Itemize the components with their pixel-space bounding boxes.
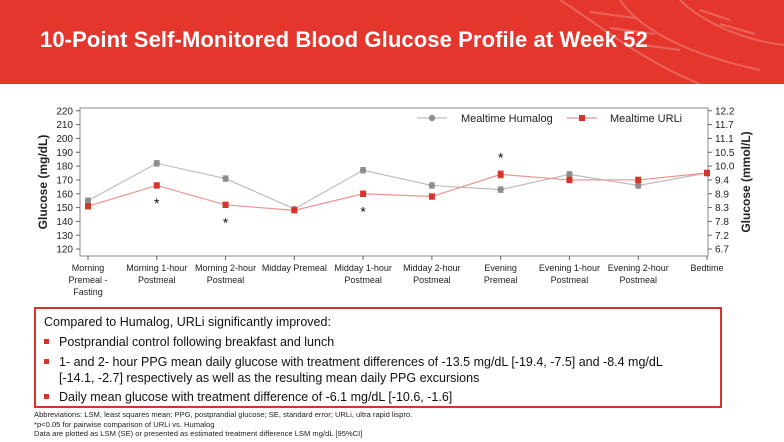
data-point-urli — [85, 203, 91, 210]
x-tick-label: Postmeal — [207, 275, 245, 285]
y2-tick-label: 7.8 — [715, 217, 729, 228]
series-line-urli — [87, 172, 708, 211]
legend-marker-humalog — [428, 114, 436, 122]
data-point-urli — [704, 170, 710, 177]
footnote-abbreviations: Abbreviations: LSM, least squares mean; … — [34, 410, 413, 419]
y-tick-label: 170 — [56, 175, 73, 186]
series-line-humalog — [87, 162, 708, 210]
data-point-urli — [497, 171, 504, 178]
y-tick-label: 220 — [56, 106, 73, 117]
y2-tick-label: 10.5 — [715, 148, 735, 159]
y-tick-label: 200 — [56, 134, 73, 145]
bullet-square-icon — [44, 359, 49, 365]
y2-tick-label: 8.3 — [715, 203, 729, 214]
plot-frame — [79, 107, 709, 257]
glucose-profile-chart: 120 130 140 150 160 170 180 190 200 210 220 6.7 7.2 7… — [36, 106, 753, 297]
x-tick-label: Evening 2-hour — [608, 263, 669, 273]
dna-helix-decoration — [559, 0, 784, 84]
x-tick-label: Postmeal — [413, 275, 451, 285]
x-tick-label: Evening 1-hour — [539, 263, 600, 273]
x-tick-label: Premeal — [484, 275, 518, 285]
legend-marker-urli — [579, 115, 585, 121]
x-tick-label: Midday 2-hour — [403, 263, 461, 273]
y2-tick-label: 7.2 — [715, 231, 729, 242]
legend-label-humalog: Mealtime Humalog — [461, 113, 553, 125]
x-tick-label: Morning 1-hour — [126, 263, 187, 273]
significance-marker: * — [498, 149, 504, 165]
data-point-urli — [153, 182, 160, 189]
data-point-humalog — [566, 171, 573, 178]
y-tick-label: 210 — [56, 120, 73, 131]
data-point-urli — [428, 193, 435, 200]
data-point-urli — [291, 207, 298, 214]
x-tick-label: Bedtime — [690, 263, 723, 273]
x-tick-label: Fasting — [73, 287, 103, 297]
footnote-data-note: Data are plotted as LSM (SE) or presente… — [34, 429, 363, 438]
data-point-urli — [360, 190, 367, 197]
x-tick-label: Midday Premeal — [262, 263, 327, 273]
footnote-significance: *p<0.05 for pairwise comparison of URLi … — [34, 419, 215, 429]
y-tick-label: 140 — [56, 217, 73, 228]
y2-tick-label: 8.9 — [715, 189, 729, 200]
data-point-humalog — [153, 160, 160, 167]
x-tick-label: Postmeal — [551, 275, 589, 285]
y2-tick-label: 9.4 — [715, 175, 729, 186]
y-axis-label: Glucose (mg/dL) — [36, 135, 50, 230]
summary-intro: Compared to Humalog, URLi significantly … — [44, 315, 331, 329]
legend-label-urli: Mealtime URLi — [610, 113, 682, 125]
page-title: 10-Point Self-Monitored Blood Glucose Pr… — [40, 27, 648, 52]
x-tick-label: Morning — [72, 263, 105, 273]
data-point-urli — [566, 176, 573, 183]
x-tick-label: Postmeal — [344, 275, 382, 285]
data-point-humalog — [497, 186, 504, 193]
x-tick-label: Premeal - — [68, 275, 107, 285]
bullet-square-icon — [44, 394, 49, 400]
data-point-urli — [222, 201, 229, 208]
y-tick-label: 180 — [56, 162, 73, 173]
y-tick-label: 120 — [56, 245, 73, 256]
y-tick-label: 160 — [56, 189, 73, 200]
y2-tick-label: 10.0 — [715, 162, 735, 173]
summary-bullet: Daily mean glucose with treatment differ… — [44, 389, 452, 405]
data-point-humalog — [84, 197, 92, 204]
data-point-humalog — [428, 182, 436, 189]
x-tick-label: Morning 2-hour — [195, 263, 256, 273]
significance-marker: * — [223, 214, 229, 230]
significance-marker: * — [154, 195, 160, 211]
slide-header: 10-Point Self-Monitored Blood Glucose Pr… — [0, 0, 784, 84]
y-tick-label: 150 — [56, 203, 73, 214]
y2-axis-label: Glucose (mmol/L) — [739, 131, 753, 232]
footnotes: Abbreviations: LSM, least squares mean; … — [34, 410, 412, 439]
summary-bullet: Postprandial control following breakfast… — [44, 334, 334, 350]
data-point-humalog — [635, 182, 642, 189]
y-tick-label: 130 — [56, 231, 73, 242]
bullet-square-icon — [44, 339, 49, 345]
data-point-humalog — [222, 175, 229, 182]
x-tick-label: Postmeal — [619, 275, 657, 285]
summary-box: Compared to Humalog, URLi significantly … — [34, 307, 722, 408]
x-tick-label: Midday 1-hour — [334, 263, 392, 273]
x-tick-label: Evening — [484, 263, 517, 273]
y2-tick-label: 12.2 — [715, 106, 735, 117]
y2-tick-label: 11.1 — [715, 134, 734, 145]
data-point-urli — [635, 176, 642, 183]
y-tick-label: 190 — [56, 148, 73, 159]
y2-tick-label: 11.7 — [715, 120, 734, 131]
summary-bullet: 1- and 2- hour PPG mean daily glucose wi… — [44, 354, 663, 386]
x-tick-label: Postmeal — [138, 275, 176, 285]
data-point-humalog — [359, 167, 367, 174]
y2-tick-label: 6.7 — [715, 245, 729, 256]
significance-marker: * — [360, 203, 366, 219]
